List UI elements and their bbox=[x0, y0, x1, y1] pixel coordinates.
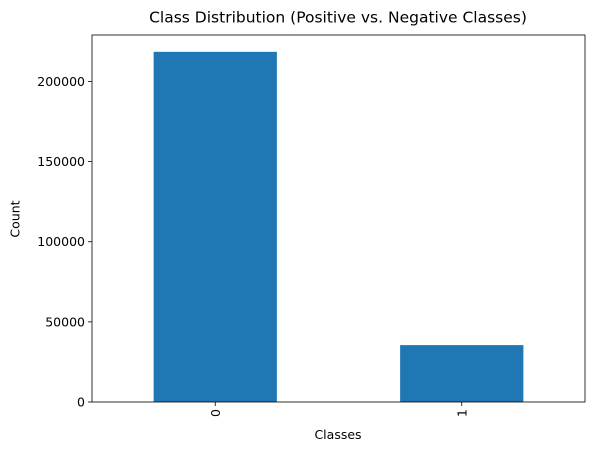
bar-class-0[interactable] bbox=[153, 51, 277, 402]
y-axis-label: Count bbox=[8, 200, 23, 237]
bar-class-1[interactable] bbox=[400, 345, 524, 402]
x-tick-label: 1 bbox=[454, 409, 469, 417]
axes-frame bbox=[91, 34, 586, 403]
x-tick-label: 0 bbox=[208, 409, 223, 417]
x-axis-label: Classes bbox=[314, 427, 361, 442]
y-tick-label: 0 bbox=[77, 395, 85, 410]
plot-area: 0 1 0 50000 100000 150000 200000 bbox=[37, 34, 586, 417]
y-tick-label: 100000 bbox=[37, 234, 85, 249]
y-tick-label: 50000 bbox=[45, 314, 85, 329]
y-tick-label: 200000 bbox=[37, 74, 85, 89]
chart-title: Class Distribution (Positive vs. Negativ… bbox=[149, 9, 527, 27]
y-tick-label: 150000 bbox=[37, 154, 85, 169]
